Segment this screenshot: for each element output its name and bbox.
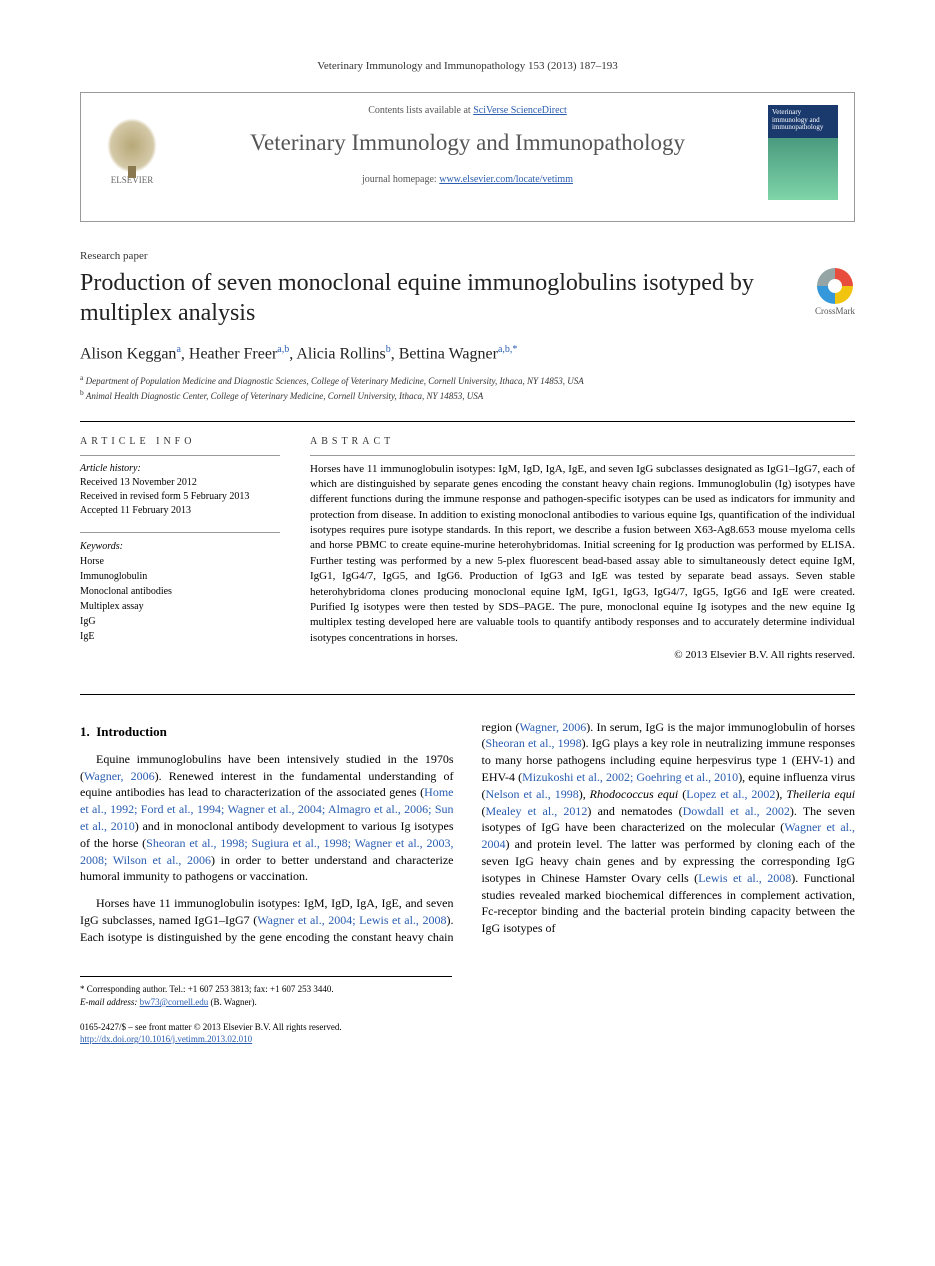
article-info-heading: ARTICLE INFO bbox=[80, 436, 280, 447]
keyword: IgG bbox=[80, 614, 280, 629]
body-paragraph: Equine immunoglobulins have been intensi… bbox=[80, 751, 454, 885]
contents-line: Contents lists available at SciVerse Sci… bbox=[177, 105, 758, 116]
issn-line: 0165-2427/$ – see front matter © 2013 El… bbox=[80, 1022, 855, 1034]
keyword: Immunoglobulin bbox=[80, 569, 280, 584]
citation-link[interactable]: Wagner, 2006 bbox=[519, 720, 586, 734]
keyword: Monoclonal antibodies bbox=[80, 584, 280, 599]
section-heading: 1. Introduction bbox=[80, 723, 454, 741]
abstract-heading: ABSTRACT bbox=[310, 436, 855, 447]
elsevier-logo: ELSEVIER bbox=[97, 105, 167, 185]
article-history: Article history: Received 13 November 20… bbox=[80, 455, 280, 518]
history-item: Received in revised form 5 February 2013 bbox=[80, 490, 280, 504]
homepage-link[interactable]: www.elsevier.com/locate/vetimm bbox=[439, 174, 573, 185]
keyword: IgE bbox=[80, 629, 280, 644]
journal-homepage: journal homepage: www.elsevier.com/locat… bbox=[177, 174, 758, 185]
corresponding-author-footnote: * Corresponding author. Tel.: +1 607 253… bbox=[80, 976, 452, 1008]
abstract-column: ABSTRACT Horses have 11 immunoglobulin i… bbox=[310, 436, 855, 664]
journal-header-box: ELSEVIER Contents lists available at Sci… bbox=[80, 92, 855, 222]
citation-link[interactable]: Dowdall et al., 2002 bbox=[683, 804, 790, 818]
abstract-text: Horses have 11 immunoglobulin isotypes: … bbox=[310, 455, 855, 664]
citation-link[interactable]: Sheoran et al., 1998 bbox=[486, 736, 582, 750]
journal-name: Veterinary Immunology and Immunopatholog… bbox=[177, 130, 758, 156]
article-title: Production of seven monoclonal equine im… bbox=[80, 268, 815, 328]
affiliations: a Department of Population Medicine and … bbox=[80, 373, 855, 402]
keywords-block: Keywords: Horse Immunoglobulin Monoclona… bbox=[80, 532, 280, 644]
keyword: Multiplex assay bbox=[80, 599, 280, 614]
sciencedirect-link[interactable]: SciVerse ScienceDirect bbox=[473, 105, 567, 116]
crossmark-badge[interactable]: CrossMark bbox=[815, 268, 855, 316]
citation-link[interactable]: Mealey et al., 2012 bbox=[486, 804, 588, 818]
citation-link[interactable]: Lewis et al., 2008 bbox=[698, 871, 791, 885]
citation-link[interactable]: Lopez et al., 2002 bbox=[686, 787, 775, 801]
article-info-column: ARTICLE INFO Article history: Received 1… bbox=[80, 436, 280, 664]
email-link[interactable]: bw73@cornell.edu bbox=[140, 997, 209, 1007]
article-type: Research paper bbox=[80, 250, 855, 262]
elsevier-tree-icon bbox=[107, 118, 157, 173]
journal-cover-thumbnail: Veterinary immunology and immunopatholog… bbox=[768, 105, 838, 200]
doi-link[interactable]: http://dx.doi.org/10.1016/j.vetimm.2013.… bbox=[80, 1034, 252, 1044]
citation-link[interactable]: Wagner bbox=[257, 913, 294, 927]
body-text: 1. Introduction Equine immunoglobulins h… bbox=[80, 719, 855, 947]
page-footer: 0165-2427/$ – see front matter © 2013 El… bbox=[80, 1022, 855, 1045]
citation-link[interactable]: Wagner, 2006 bbox=[84, 769, 155, 783]
citation-link[interactable]: Nelson et al., 1998 bbox=[486, 787, 579, 801]
history-item: Accepted 11 February 2013 bbox=[80, 504, 280, 518]
copyright-line: © 2013 Elsevier B.V. All rights reserved… bbox=[310, 648, 855, 663]
header-citation: Veterinary Immunology and Immunopatholog… bbox=[80, 60, 855, 72]
keyword: Horse bbox=[80, 554, 280, 569]
crossmark-icon bbox=[817, 268, 853, 304]
citation-link[interactable]: et al., 2004; Lewis et al., 2008 bbox=[298, 913, 447, 927]
citation-link[interactable]: Mizukoshi et al., 2002; Goehring et al.,… bbox=[522, 770, 738, 784]
history-item: Received 13 November 2012 bbox=[80, 476, 280, 490]
authors-line: Alison Keggana, Heather Freera,b, Alicia… bbox=[80, 344, 855, 363]
